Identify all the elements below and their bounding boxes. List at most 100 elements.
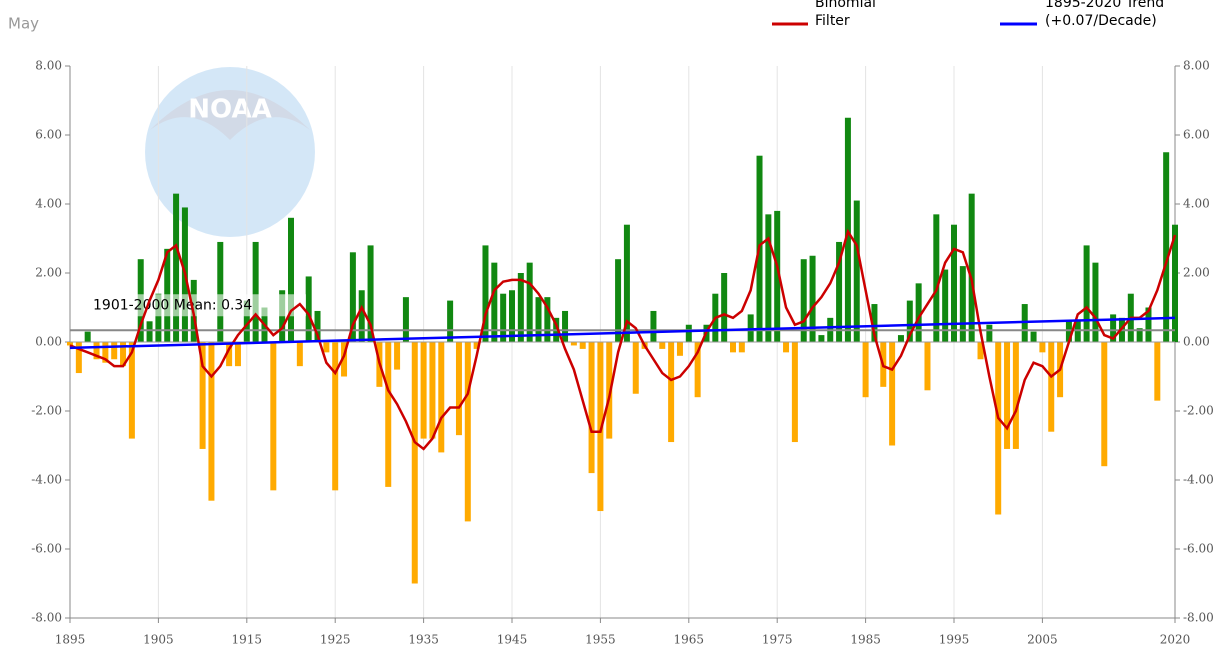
bar — [500, 293, 507, 342]
logo-arc — [150, 90, 310, 140]
bar — [341, 342, 348, 377]
bar — [1004, 342, 1011, 449]
y-tick-label: 4.00 — [35, 197, 62, 211]
bar — [358, 290, 365, 342]
bar — [243, 300, 250, 342]
x-tick-label: 1945 — [497, 633, 528, 647]
y-tick-label: -4.00 — [31, 473, 62, 487]
bar — [1083, 245, 1090, 342]
bar — [774, 210, 781, 342]
bar — [270, 342, 277, 491]
y-tick-label: -8.00 — [1183, 611, 1214, 625]
bar — [606, 342, 613, 439]
bar — [234, 342, 241, 367]
bar — [420, 342, 427, 439]
bar — [650, 310, 657, 342]
bar — [411, 342, 418, 584]
bar — [951, 224, 957, 342]
bar — [668, 342, 675, 443]
bar — [1163, 152, 1170, 342]
logo-circle — [145, 67, 315, 237]
bar — [146, 321, 153, 342]
x-tick-label: 1985 — [850, 633, 881, 647]
bar — [615, 259, 622, 342]
y-tick-label: 8.00 — [35, 59, 62, 73]
bar — [730, 342, 736, 353]
bar — [783, 342, 790, 353]
bar — [84, 331, 91, 342]
x-tick-label: 1995 — [939, 633, 970, 647]
x-tick-label: 2005 — [1027, 633, 1058, 647]
bar — [288, 217, 294, 342]
bar — [623, 224, 630, 342]
bar — [464, 342, 471, 522]
bar — [367, 245, 374, 342]
bar — [455, 342, 462, 436]
bar — [836, 241, 843, 342]
bar — [208, 342, 215, 501]
y-tick-label: -4.00 — [1183, 473, 1214, 487]
bar — [588, 342, 595, 474]
bar — [968, 193, 975, 342]
bar — [349, 252, 356, 342]
y-tick-label: 6.00 — [35, 128, 62, 142]
bar — [1065, 321, 1072, 342]
bar — [111, 342, 118, 360]
x-tick-label: 1955 — [585, 633, 616, 647]
series-line — [69, 228, 1177, 451]
bar — [889, 342, 896, 446]
mean-label: 1901-2000 Mean: 0.34 — [93, 297, 252, 313]
legend-label: 1895-2020 Trend (+0.07/Decade) — [1045, 0, 1165, 29]
y-tick-label: -6.00 — [31, 542, 62, 556]
bar — [1039, 342, 1046, 353]
x-tick-label: 2020 — [1160, 633, 1191, 647]
x-tick-label: 1905 — [143, 633, 174, 647]
bar — [977, 342, 984, 360]
bar — [765, 214, 772, 342]
bar — [447, 300, 454, 342]
bar — [1012, 342, 1019, 449]
y-tick-label: -8.00 — [31, 611, 62, 625]
x-tick-label: 1915 — [232, 633, 263, 647]
y-tick-label: -6.00 — [1183, 542, 1214, 556]
bar — [924, 342, 931, 391]
bar — [93, 342, 100, 360]
x-tick-label: 1895 — [55, 633, 86, 647]
x-tick-label: 1975 — [762, 633, 793, 647]
bar — [402, 297, 409, 342]
bar — [385, 342, 392, 487]
bar — [1030, 331, 1037, 342]
bar — [721, 273, 728, 342]
bar — [685, 324, 692, 342]
bar — [862, 342, 869, 398]
bar — [155, 293, 162, 342]
bar — [1172, 224, 1178, 342]
bar — [102, 342, 109, 363]
bar — [933, 214, 940, 342]
bar — [482, 245, 489, 342]
bar — [517, 273, 524, 342]
bar — [252, 241, 259, 342]
bar — [491, 262, 498, 342]
y-tick-label: 0.00 — [35, 335, 62, 349]
bar — [659, 342, 666, 349]
bar — [473, 342, 480, 349]
bar — [314, 310, 321, 342]
bar — [800, 259, 807, 342]
chart-title: May — [8, 15, 39, 33]
y-tick-label: -2.00 — [1183, 404, 1214, 418]
bar — [632, 342, 639, 394]
bar — [853, 200, 860, 342]
bar — [394, 342, 401, 370]
y-tick-label: 8.00 — [1183, 59, 1210, 73]
bar — [305, 276, 312, 342]
bar — [676, 342, 683, 356]
bar — [1092, 262, 1099, 342]
bar — [986, 324, 993, 342]
bar — [570, 342, 577, 346]
y-tick-label: 4.00 — [1183, 197, 1210, 211]
bar — [217, 241, 224, 342]
bar — [544, 297, 551, 342]
bar — [1074, 321, 1081, 342]
bar — [791, 342, 798, 443]
